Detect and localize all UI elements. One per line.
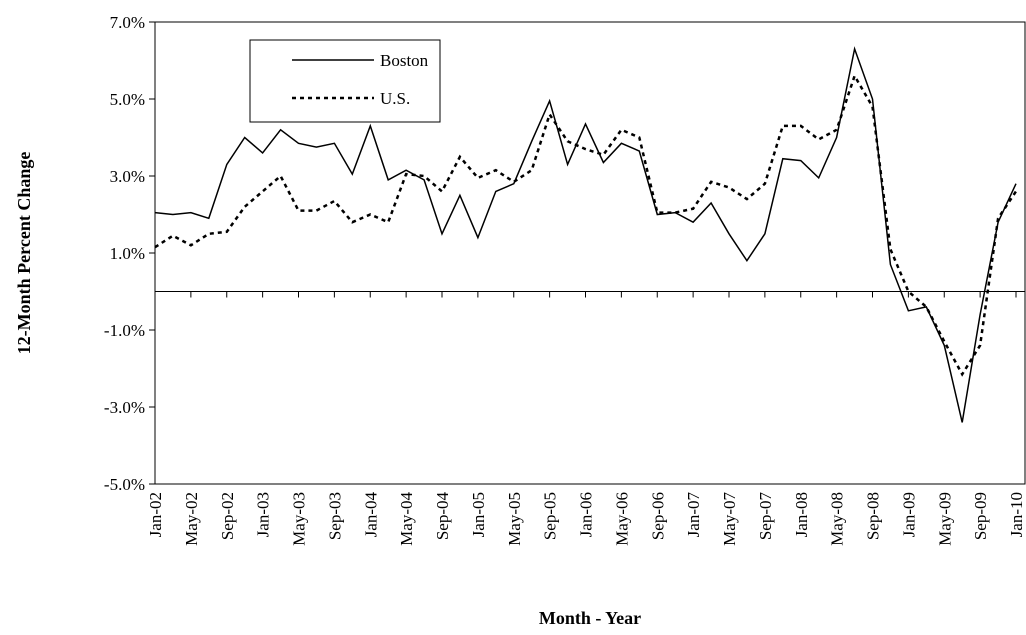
x-tick-label: Jan-05	[469, 492, 488, 537]
x-tick-label: Sep-08	[864, 492, 883, 540]
x-tick-label: Sep-06	[648, 492, 667, 540]
x-tick-label: May-07	[720, 492, 739, 546]
series-line	[154, 46, 1017, 423]
x-tick-label: May-02	[182, 492, 201, 546]
y-tick-label: 3.0%	[110, 167, 145, 186]
x-tick-label: May-08	[828, 492, 847, 546]
x-tick-label: Sep-03	[325, 492, 344, 540]
y-tick-label: -5.0%	[104, 475, 145, 494]
x-tick-label: May-09	[935, 492, 954, 546]
series-line	[154, 72, 1018, 377]
y-tick-label: -1.0%	[104, 321, 145, 340]
y-tick-label: 1.0%	[110, 244, 145, 263]
legend-label: U.S.	[380, 89, 410, 108]
y-tick-label: 5.0%	[110, 90, 145, 109]
y-tick-label: -3.0%	[104, 398, 145, 417]
x-tick-label: Jan-10	[1007, 492, 1026, 537]
x-tick-label: Sep-09	[971, 492, 990, 540]
legend-box	[249, 39, 441, 123]
x-tick-label: May-03	[290, 492, 309, 546]
x-tick-label: Jan-08	[792, 492, 811, 537]
x-tick-label: Sep-07	[756, 492, 775, 541]
x-tick-label: Jan-02	[146, 492, 165, 537]
x-tick-label: Jan-09	[899, 492, 918, 537]
x-tick-label: Sep-02	[218, 492, 237, 540]
legend-label: Boston	[380, 51, 429, 70]
x-tick-label: Sep-04	[433, 492, 452, 541]
x-tick-label: Jan-06	[577, 492, 596, 537]
x-tick-label: May-06	[612, 492, 631, 546]
x-tick-label: May-05	[505, 492, 524, 546]
x-tick-label: Jan-04	[361, 492, 380, 538]
x-tick-label: May-04	[397, 492, 416, 546]
y-axis-title: 12-Month Percent Change	[14, 152, 34, 355]
y-tick-label: 7.0%	[110, 13, 145, 32]
x-tick-label: Jan-07	[684, 492, 703, 538]
x-tick-label: Sep-05	[541, 492, 560, 540]
x-tick-label: Jan-03	[254, 492, 273, 537]
x-axis-title: Month - Year	[539, 608, 641, 628]
